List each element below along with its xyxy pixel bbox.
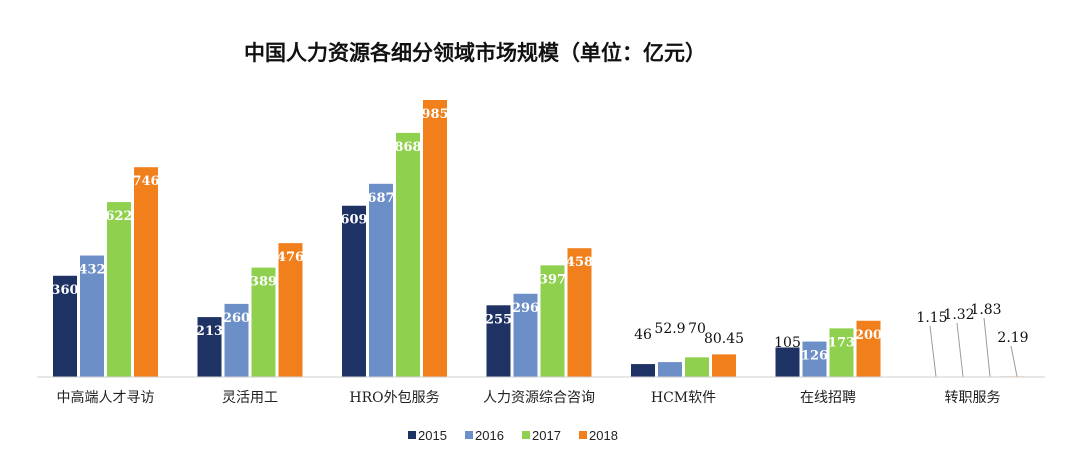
data-label-2018-4: 80.45 bbox=[704, 331, 744, 347]
bar-2018-2 bbox=[423, 100, 447, 377]
data-label-2018-6: 2.19 bbox=[997, 330, 1028, 346]
data-label-2018-1: 476 bbox=[277, 250, 304, 265]
bar-2016-4 bbox=[658, 362, 682, 377]
bar-2015-4 bbox=[631, 364, 655, 377]
data-label-2017-1: 389 bbox=[250, 275, 277, 290]
bar-2016-5 bbox=[802, 341, 827, 377]
chart-title: 中国人力资源各细分领域市场规模（单位：亿元） bbox=[244, 40, 706, 65]
data-label-2016-1: 260 bbox=[223, 311, 250, 326]
data-label-2016-4: 52.9 bbox=[654, 321, 685, 337]
data-label-2017-5: 173 bbox=[828, 335, 855, 350]
bar-2018-5 bbox=[856, 320, 881, 377]
bar-2015-0 bbox=[53, 275, 77, 377]
data-label-2015-5: 105 bbox=[774, 335, 801, 351]
data-label-2015-0: 360 bbox=[51, 283, 78, 298]
legend: 2015 2016 2017 2018 bbox=[408, 428, 618, 443]
category-label-6: 转职服务 bbox=[945, 390, 1001, 406]
bar-2015-2 bbox=[342, 205, 366, 377]
data-label-2018-2: 985 bbox=[421, 107, 448, 122]
data-label-2017-4: 70 bbox=[688, 321, 706, 337]
data-label-2018-5: 200 bbox=[855, 328, 882, 343]
data-label-2016-5: 126 bbox=[801, 349, 828, 364]
category-label-1: 灵活用工 bbox=[222, 390, 278, 406]
data-label-2018-3: 458 bbox=[566, 255, 593, 270]
category-label-2: HRO外包服务 bbox=[349, 390, 439, 406]
legend-label-2016: 2016 bbox=[475, 428, 504, 443]
data-label-2017-6: 1.83 bbox=[970, 302, 1001, 318]
data-label-2016-3: 296 bbox=[512, 301, 539, 316]
data-label-2015-4: 46 bbox=[634, 327, 652, 343]
legend-swatch-2018 bbox=[579, 431, 587, 439]
bar-2018-4 bbox=[712, 354, 736, 377]
category-label-3: 人力资源综合咨询 bbox=[483, 390, 595, 406]
legend-label-2018: 2018 bbox=[589, 428, 618, 443]
data-label-2017-0: 622 bbox=[105, 209, 132, 224]
bar-2017-5 bbox=[829, 328, 854, 377]
data-label-2016-6: 1.32 bbox=[943, 307, 974, 323]
data-label-2015-2: 609 bbox=[340, 213, 367, 228]
leader-line-2015-6 bbox=[929, 325, 937, 377]
legend-label-2017: 2017 bbox=[532, 428, 561, 443]
legend-swatch-2015 bbox=[408, 431, 416, 439]
leader-line-2016-6 bbox=[956, 322, 964, 377]
data-label-2015-3: 255 bbox=[485, 312, 512, 327]
legend-label-2015: 2015 bbox=[418, 428, 447, 443]
legend-swatch-2016 bbox=[465, 431, 473, 439]
bar-2017-0 bbox=[107, 202, 131, 377]
leader-line-2018-6 bbox=[1010, 345, 1018, 377]
bar-2016-2 bbox=[369, 183, 393, 377]
bar-2016-0 bbox=[80, 255, 104, 377]
leader-line-2017-6 bbox=[983, 317, 991, 377]
legend-swatch-2017 bbox=[522, 431, 530, 439]
bars-layer: 3604326227462132603894766096878689852552… bbox=[51, 100, 1029, 377]
category-label-5: 在线招聘 bbox=[800, 390, 856, 406]
bar-2018-0 bbox=[134, 167, 158, 377]
bar-2017-2 bbox=[396, 132, 420, 377]
bar-2016-1 bbox=[224, 303, 249, 377]
bar-2015-3 bbox=[486, 305, 511, 377]
bar-2018-1 bbox=[278, 243, 303, 377]
data-label-2016-2: 687 bbox=[367, 191, 394, 206]
bar-2015-1 bbox=[197, 317, 222, 377]
category-label-0: 中高端人才寻访 bbox=[57, 389, 155, 406]
category-label-4: HCM软件 bbox=[651, 390, 716, 406]
bar-2017-4 bbox=[685, 357, 709, 377]
bar-2017-3 bbox=[540, 265, 565, 377]
bar-2015-5 bbox=[775, 347, 800, 377]
bar-2016-3 bbox=[513, 293, 538, 377]
bar-2018-3 bbox=[567, 248, 592, 377]
data-label-2017-3: 397 bbox=[539, 272, 566, 287]
data-label-2016-0: 432 bbox=[78, 263, 105, 278]
data-label-2018-0: 746 bbox=[132, 174, 159, 189]
category-labels: 中高端人才寻访 灵活用工 HRO外包服务 人力资源综合咨询 HCM软件 在线招聘 转职服务 bbox=[57, 389, 1001, 406]
data-label-2015-6: 1.15 bbox=[916, 310, 947, 326]
bar-2017-1 bbox=[251, 267, 276, 377]
data-label-2015-1: 213 bbox=[196, 324, 223, 339]
data-label-2017-2: 868 bbox=[394, 140, 421, 155]
